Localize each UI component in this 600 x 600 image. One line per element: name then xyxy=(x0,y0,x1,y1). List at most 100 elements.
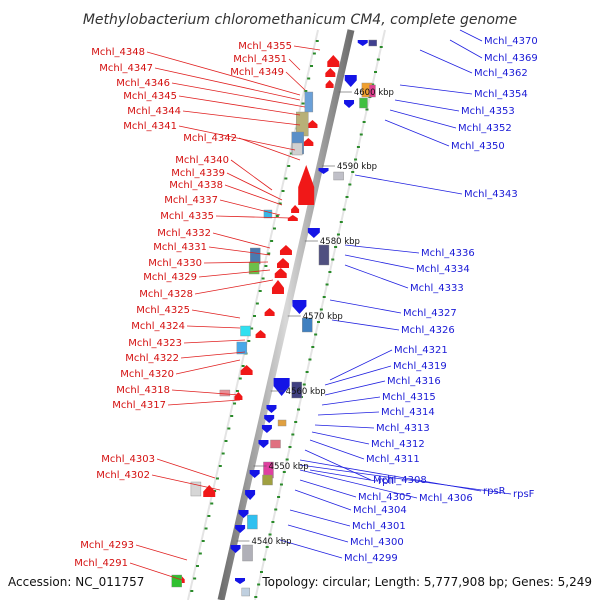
left-gene-label[interactable]: Mchl_4331 xyxy=(153,242,207,253)
left-leader-line xyxy=(191,309,241,319)
right-gene-label[interactable]: Mchl_4333 xyxy=(410,283,464,294)
right-gene-label[interactable]: Mchl_4313 xyxy=(376,423,430,434)
left-gene-label[interactable]: Mchl_4330 xyxy=(148,258,202,269)
left-gene-label[interactable]: Mchl_4325 xyxy=(136,305,190,316)
right-gene-label[interactable]: Mchl_4350 xyxy=(451,141,505,152)
left-gene-label[interactable]: Mchl_4351 xyxy=(233,54,287,65)
forward-gene-arrow xyxy=(325,68,336,77)
left-gene-label[interactable]: Mchl_4355 xyxy=(238,41,292,52)
right-gene-label[interactable]: Mchl_4301 xyxy=(352,521,406,532)
tick-dot xyxy=(302,383,306,386)
right-gene-label[interactable]: Mchl_4300 xyxy=(350,537,404,548)
left-gene-label[interactable]: Mchl_4303 xyxy=(101,454,155,465)
left-gene-label[interactable]: Mchl_4344 xyxy=(127,106,181,117)
tick-dot xyxy=(304,90,308,92)
left-leader-line xyxy=(178,95,301,116)
gene-box xyxy=(240,325,251,337)
left-gene-label[interactable]: Mchl_4320 xyxy=(120,369,174,380)
right-gene-label[interactable]: rpsF xyxy=(513,489,535,500)
gene-box xyxy=(247,514,258,530)
reverse-gene-arrow xyxy=(258,440,269,448)
left-gene-label[interactable]: Mchl_4339 xyxy=(171,168,225,179)
left-gene-label[interactable]: Mchl_4323 xyxy=(128,338,182,349)
left-leader-line xyxy=(203,261,269,264)
left-gene-label[interactable]: Mchl_4317 xyxy=(112,400,166,411)
left-gene-label[interactable]: Mchl_4347 xyxy=(99,63,153,74)
right-gene-label[interactable]: rplI xyxy=(378,476,394,487)
gene-box xyxy=(219,389,231,397)
left-gene-label[interactable]: Mchl_4346 xyxy=(116,78,170,89)
reverse-gene-arrow xyxy=(266,405,277,413)
left-gene-label[interactable]: Mchl_4302 xyxy=(96,470,150,481)
right-gene-label[interactable]: Mchl_4352 xyxy=(458,123,512,134)
right-gene-label[interactable]: Mchl_4334 xyxy=(416,264,470,275)
left-leader-line xyxy=(175,359,241,375)
right-gene-label[interactable]: Mchl_4316 xyxy=(387,376,441,387)
left-gene-label[interactable]: Mchl_4329 xyxy=(143,272,197,283)
right-gene-label[interactable]: Mchl_4305 xyxy=(358,492,412,503)
tick-dot xyxy=(215,477,219,480)
right-gene-label[interactable]: Mchl_4354 xyxy=(474,89,528,100)
left-gene-label[interactable]: Mchl_4318 xyxy=(116,385,170,396)
left-gene-label[interactable]: Mchl_4293 xyxy=(80,540,134,551)
tick-dot xyxy=(198,552,202,555)
kbp-tick-label: 4570 kbp xyxy=(303,312,343,322)
right-gene-label[interactable]: Mchl_4353 xyxy=(461,106,515,117)
right-gene-label[interactable]: Mchl_4326 xyxy=(401,325,455,336)
right-gene-label[interactable]: Mchl_4311 xyxy=(366,454,420,465)
tick-dot xyxy=(247,340,251,342)
right-gene-label[interactable]: Mchl_4312 xyxy=(371,439,425,450)
left-gene-labels: Mchl_4355 Mchl_4351 Mchl_4349 Mchl_4348 Mchl… xyxy=(74,41,292,569)
left-gene-label[interactable]: Mchl_4335 xyxy=(160,211,214,222)
left-leader-line xyxy=(171,82,306,108)
left-gene-label[interactable]: Mchl_4328 xyxy=(139,289,193,300)
reverse-gene-arrow xyxy=(318,168,329,174)
left-gene-label[interactable]: Mchl_4324 xyxy=(131,321,185,332)
right-gene-label[interactable]: Mchl_4321 xyxy=(394,345,448,356)
left-leader-line xyxy=(183,339,246,344)
left-leader-line xyxy=(293,45,321,51)
right-gene-label[interactable]: Mchl_4369 xyxy=(484,53,538,64)
right-gene-label[interactable]: rpsR xyxy=(483,486,506,497)
right-leader-line xyxy=(299,464,512,495)
left-gene-label[interactable]: Mchl_4345 xyxy=(123,91,177,102)
left-gene-label[interactable]: Mchl_4349 xyxy=(230,67,284,78)
right-gene-label[interactable]: Mchl_4304 xyxy=(353,505,407,516)
gene-box xyxy=(242,544,253,562)
right-gene-label[interactable]: Mchl_4314 xyxy=(381,407,435,418)
right-gene-label[interactable]: Mchl_4306 xyxy=(419,493,473,504)
tick-dot xyxy=(325,283,329,286)
right-gene-label[interactable]: Mchl_4370 xyxy=(484,36,538,47)
left-gene-label[interactable]: Mchl_4338 xyxy=(169,180,223,191)
tick-dot xyxy=(365,108,369,111)
tick-dot xyxy=(342,208,346,211)
tick-dot xyxy=(230,415,234,417)
left-gene-label[interactable]: Mchl_4348 xyxy=(91,47,145,58)
right-gene-label[interactable]: Mchl_4299 xyxy=(344,553,398,564)
gene-box xyxy=(241,587,250,597)
right-leader-line xyxy=(344,244,420,254)
tick-dot xyxy=(210,502,214,505)
left-gene-label[interactable]: Mchl_4337 xyxy=(164,195,218,206)
left-gene-label[interactable]: Mchl_4322 xyxy=(125,353,179,364)
tick-dot xyxy=(195,565,199,567)
tick-dot xyxy=(314,333,318,336)
right-gene-label[interactable]: Mchl_4327 xyxy=(403,308,457,319)
tick-dot xyxy=(282,471,286,473)
right-gene-label[interactable]: Mchl_4308 xyxy=(373,475,427,486)
tick-dot xyxy=(275,215,279,217)
left-gene-label[interactable]: Mchl_4342 xyxy=(183,133,237,144)
left-gene-label[interactable]: Mchl_4341 xyxy=(123,121,177,132)
right-gene-label[interactable]: Mchl_4336 xyxy=(421,248,475,259)
right-gene-label[interactable]: Mchl_4343 xyxy=(464,189,518,200)
left-gene-label[interactable]: Mchl_4332 xyxy=(157,228,211,239)
tick-dot xyxy=(310,65,314,67)
right-gene-label[interactable]: Mchl_4362 xyxy=(474,68,528,79)
right-gene-label[interactable]: Mchl_4319 xyxy=(393,361,447,372)
right-gene-label[interactable]: Mchl_4315 xyxy=(382,392,436,403)
tick-dot xyxy=(268,533,272,536)
left-gene-label[interactable]: Mchl_4291 xyxy=(74,558,128,569)
left-gene-label[interactable]: Mchl_4340 xyxy=(175,155,229,166)
kbp-tick-label: 4580 kbp xyxy=(320,237,360,247)
